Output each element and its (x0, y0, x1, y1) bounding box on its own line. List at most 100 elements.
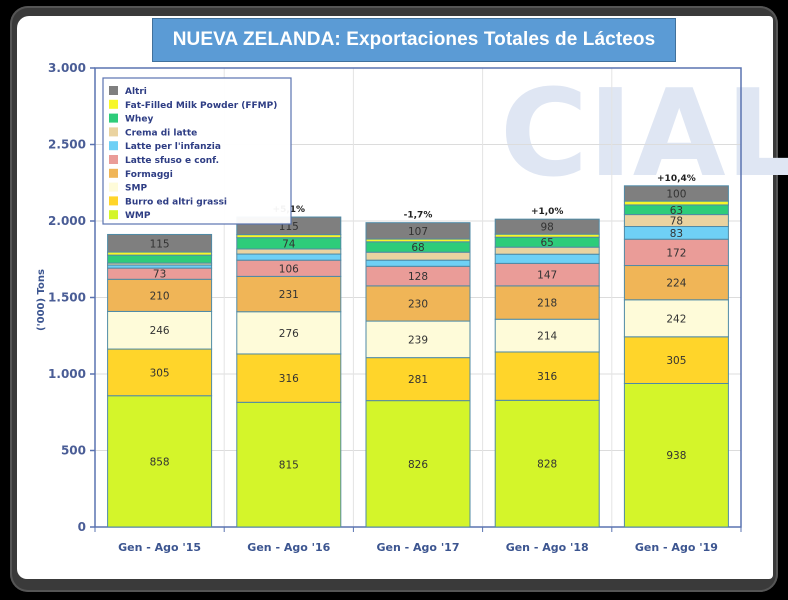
legend-item: Burro ed altri grassi (109, 196, 227, 207)
x-axis: Gen - Ago '15 Gen - Ago '16 Gen - Ago '17 G… (94, 527, 742, 554)
data-label: 858 (150, 456, 170, 468)
legend-swatch (109, 210, 118, 220)
data-label: 242 (666, 313, 686, 325)
data-label: 100 (666, 188, 686, 200)
legend-item: SMP (109, 182, 147, 194)
data-label: 815 (279, 460, 299, 472)
legend-swatch (109, 182, 118, 192)
y-axis-label: ('000) Tons (36, 269, 47, 331)
bar-segment (494, 399, 600, 528)
bar-segment (236, 253, 342, 261)
y-axis: 0 500 1.000 1.500 2.000 2.500 3.000 (48, 61, 95, 534)
bar-stack: 828 316 214 218 147 65 98 +1,0% (494, 207, 600, 528)
data-label: 218 (537, 298, 557, 310)
bar-segment (365, 285, 471, 322)
data-label: 73 (153, 269, 166, 281)
data-label: 128 (408, 271, 428, 283)
data-label: 68 (411, 242, 424, 254)
bar-segment (365, 320, 471, 359)
x-tick-label: Gen - Ago '19 (635, 541, 718, 554)
bar-segment (365, 400, 471, 528)
legend-swatch (109, 196, 118, 206)
bar-segment (365, 259, 471, 267)
legend-box (102, 77, 292, 225)
data-label: 316 (279, 373, 299, 385)
data-label: 63 (670, 205, 683, 217)
bar-segment (623, 382, 729, 528)
bar-segment (107, 278, 213, 312)
cial-watermark: CIAL (500, 65, 788, 204)
data-label: 316 (537, 371, 557, 383)
legend-label: Whey (125, 115, 153, 125)
data-label: 214 (537, 331, 557, 343)
legend-swatch (109, 127, 118, 137)
bar-stack: 826 281 239 230 128 68 107 -1,7% (365, 211, 471, 528)
bar-segment (623, 200, 729, 206)
data-label: 828 (537, 459, 557, 471)
legend-item: Fat-Filled Milk Powder (FFMP) (109, 99, 277, 111)
y-tick-label: 2.000 (48, 214, 86, 228)
bar-segment (623, 336, 729, 384)
bar-segment (107, 233, 213, 253)
bar-segment (236, 275, 342, 313)
bar-segment (236, 311, 342, 355)
data-label: 281 (408, 374, 428, 386)
bar-segment (494, 253, 600, 264)
bar-segment (623, 265, 729, 301)
bar-segment (623, 299, 729, 338)
data-label: 305 (150, 367, 170, 379)
legend-item: Altri (109, 86, 147, 97)
legend-item: Whey (109, 113, 153, 125)
legend-swatch (109, 86, 118, 95)
data-label: 98 (541, 222, 554, 234)
x-tick-label: Gen - Ago '17 (377, 541, 460, 554)
data-label: 65 (541, 237, 554, 249)
chart-title-box: NUEVA ZELANDA: Exportaciones Totales de … (152, 18, 676, 62)
data-label: 239 (408, 334, 428, 346)
data-label: 106 (279, 263, 299, 275)
legend-label: WMP (125, 211, 151, 221)
x-tick-label: Gen - Ago '16 (247, 541, 330, 554)
legend-swatch (109, 155, 118, 164)
legend-label: Latte sfuso e conf. (125, 156, 219, 166)
data-label: 246 (150, 325, 170, 337)
bar-segment (107, 395, 213, 528)
data-label: 147 (537, 270, 557, 282)
chart-title: NUEVA ZELANDA: Exportaciones Totales de … (172, 29, 656, 50)
data-label: 107 (408, 226, 428, 238)
data-label: 224 (666, 278, 686, 290)
bar-segment (623, 185, 729, 202)
y-tick-label: 2.500 (48, 138, 86, 152)
data-label: 210 (150, 290, 170, 302)
legend-label: Fat-Filled Milk Powder (FFMP) (125, 101, 277, 111)
growth-label: +1,0% (531, 207, 564, 217)
bar-stack: 858 305 246 210 73 115 (107, 233, 213, 528)
legend-swatch (109, 99, 118, 109)
data-label: 78 (670, 216, 683, 228)
legend-swatch (109, 141, 118, 151)
data-label: 115 (150, 238, 170, 250)
growth-label: -1,7% (404, 211, 433, 221)
bars: 8583052462107311581531627623110674115+5,… (107, 174, 729, 528)
legend-swatch (109, 168, 118, 178)
bar-segment (107, 348, 213, 397)
bar-segment (494, 285, 600, 320)
y-tick-label: 0 (78, 520, 86, 534)
legend-label: Latte per l'infanzia (125, 142, 221, 152)
bar-segment (107, 310, 213, 350)
data-label: 826 (408, 459, 428, 471)
legend-label: Burro ed altri grassi (125, 197, 227, 207)
y-tick-label: 1.500 (48, 291, 86, 305)
legend-label: SMP (125, 184, 147, 194)
x-tick-label: Gen - Ago '18 (506, 541, 589, 554)
bar-segment (107, 254, 213, 264)
bar-segment (236, 353, 342, 403)
data-label: 305 (666, 355, 686, 367)
y-tick-label: 500 (61, 444, 86, 458)
legend-swatch (109, 113, 118, 123)
data-label: 231 (279, 289, 299, 301)
y-tick-label: 3.000 (48, 61, 86, 75)
